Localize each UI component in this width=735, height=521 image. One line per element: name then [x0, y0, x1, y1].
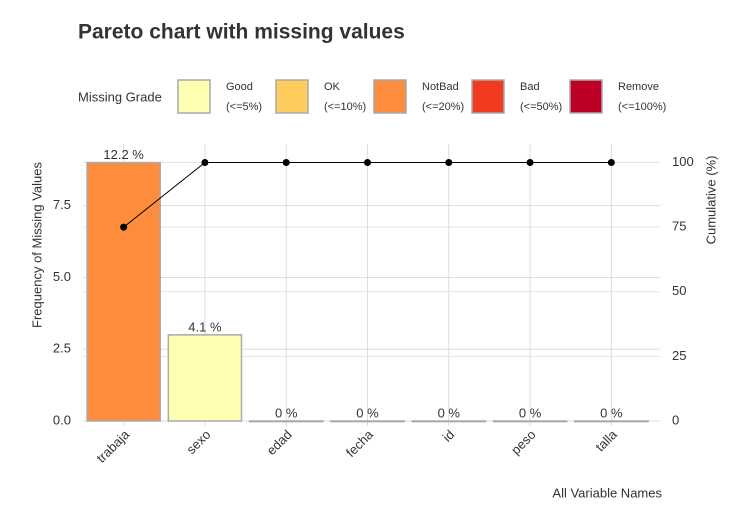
legend-swatch	[471, 79, 505, 114]
x-tick-label: fecha	[343, 426, 377, 460]
data-label: 0 %	[356, 405, 379, 420]
legend-swatch	[373, 79, 407, 114]
x-tick-label: trabaja	[93, 426, 132, 465]
bar	[167, 334, 243, 422]
cumulative-point	[526, 159, 534, 167]
legend-label: Bad	[520, 81, 540, 93]
y-tick-label: 5.0	[53, 269, 71, 284]
x-tick-label: sexo	[183, 427, 213, 457]
bar	[492, 420, 568, 423]
legend-range: (<=100%)	[618, 101, 666, 113]
y2-tick-label: 0	[672, 412, 679, 427]
cumulative-point	[201, 159, 209, 167]
y-tick-label: 7.5	[53, 197, 71, 212]
x-tick-label: peso	[508, 427, 539, 458]
data-label: 0 %	[275, 405, 298, 420]
chart-title: Pareto chart with missing values	[78, 21, 405, 44]
bar	[330, 420, 405, 423]
y2-tick-label: 75	[672, 219, 686, 234]
bar	[86, 161, 161, 422]
x-tick-label: id	[440, 427, 458, 445]
legend-label: Remove	[618, 81, 659, 93]
legend-range: (<=50%)	[520, 101, 562, 113]
x-tick-label: edad	[264, 427, 295, 458]
legend-label: OK	[324, 81, 341, 93]
cumulative-point	[445, 159, 453, 167]
x-axis-label: All Variable Names	[552, 485, 662, 500]
bar	[574, 420, 649, 423]
y-tick-label: 2.5	[53, 341, 71, 356]
data-label: 0 %	[519, 405, 542, 420]
y2-tick-label: 100	[672, 154, 694, 169]
bar	[411, 420, 487, 423]
cumulative-point	[282, 159, 290, 167]
data-label: 12.2 %	[103, 147, 144, 162]
data-label: 4.1 %	[188, 319, 222, 334]
cumulative-point	[364, 159, 371, 167]
legend-swatch	[275, 79, 309, 114]
legend-title: Missing Grade	[78, 89, 162, 104]
legend-range: (<=5%)	[226, 101, 262, 113]
legend-range: (<=10%)	[324, 101, 366, 113]
cumulative-point	[607, 159, 615, 167]
y2-tick-label: 50	[672, 283, 686, 298]
legend-label: NotBad	[422, 81, 459, 93]
legend-swatch	[569, 79, 603, 114]
x-tick-label: talla	[592, 426, 620, 454]
legend-swatch	[177, 79, 211, 114]
y2-tick-label: 25	[672, 348, 686, 363]
legend-range: (<=20%)	[422, 101, 464, 113]
data-label: 0 %	[600, 405, 623, 420]
bar	[248, 420, 324, 423]
data-label: 0 %	[438, 405, 461, 420]
legend-label: Good	[226, 81, 253, 93]
cumulative-point	[120, 223, 128, 231]
y-axis-label: Frequency of Missing Values	[29, 162, 44, 328]
y2-axis-label: Cumulative (%)	[703, 156, 718, 245]
y-tick-label: 0.0	[53, 412, 71, 427]
